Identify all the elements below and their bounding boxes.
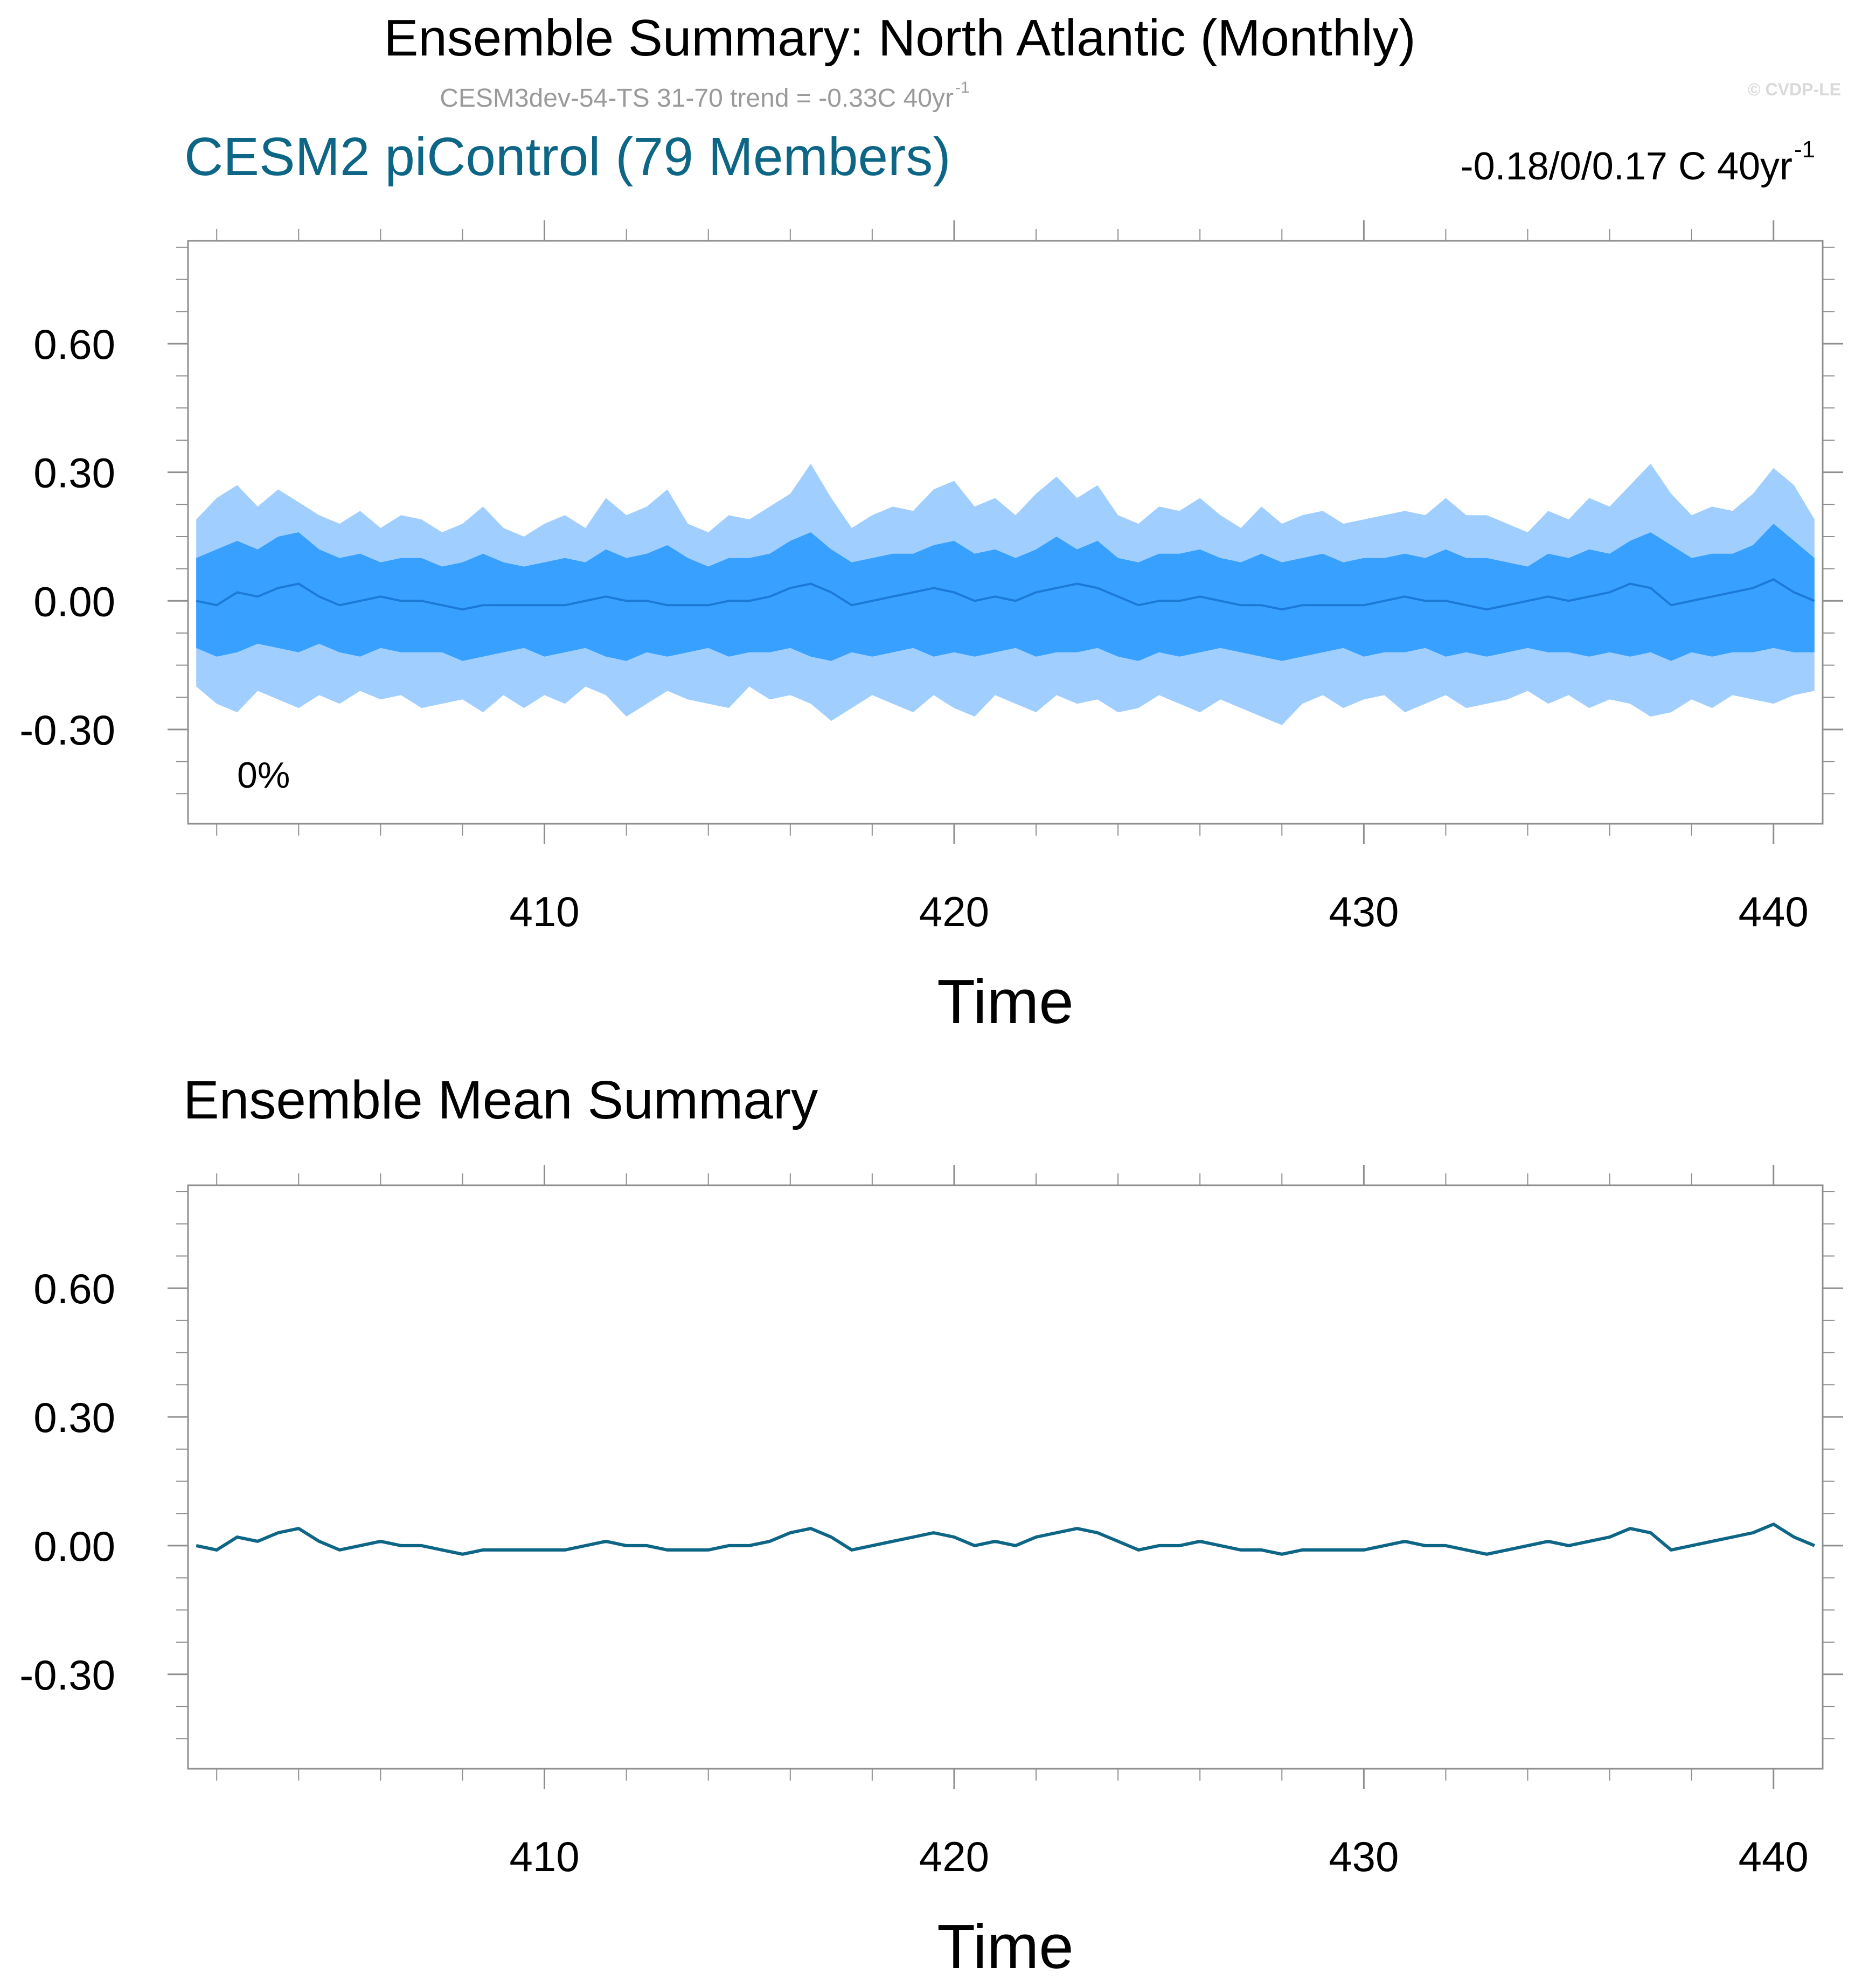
top-panel-trend-superscript: -1 <box>1794 136 1815 163</box>
x-axis-label: Time <box>937 1911 1073 1982</box>
x-axis-label: Time <box>937 967 1073 1037</box>
figure-subtitle-superscript: -1 <box>955 79 970 96</box>
y-tick-label: 0.60 <box>33 321 115 368</box>
figure-subtitle: CESM3dev-54-TS 31-70 trend = -0.33C 40yr <box>440 84 954 113</box>
ensemble-mean-line <box>196 578 1815 611</box>
y-tick-label: 0.00 <box>33 578 115 625</box>
top-plot: 410 420 430 440 -0.30 0.00 0.30 0.60 Time 0% <box>19 220 1843 1037</box>
x-tick-label: 430 <box>1329 888 1399 935</box>
x-tick-label: 420 <box>919 888 989 935</box>
y-tick-label: 0.30 <box>33 1394 115 1441</box>
percent-label: 0% <box>237 755 290 796</box>
figure-title: Ensemble Summary: North Atlantic (Monthl… <box>384 9 1415 67</box>
y-tick-label: 0.30 <box>33 449 115 497</box>
x-tick-label: 440 <box>1739 888 1809 935</box>
y-tick-label: 0.60 <box>33 1265 115 1312</box>
x-tick-label: 410 <box>509 1833 579 1880</box>
x-tick-label: 410 <box>509 888 579 935</box>
x-tick-label: 430 <box>1329 1833 1399 1880</box>
bottom-plot-frame <box>187 1184 1824 1770</box>
cvdp-watermark: © CVDP-LE <box>1748 80 1841 99</box>
top-panel-title: CESM2 piControl (79 Members) <box>184 127 951 187</box>
y-tick-label: -0.30 <box>19 1651 115 1699</box>
x-tick-label: 440 <box>1739 1833 1809 1880</box>
y-tick-label: 0.00 <box>33 1523 115 1570</box>
bottom-panel-title: Ensemble Mean Summary <box>183 1070 818 1130</box>
ensemble-mean-line <box>196 1523 1815 1556</box>
top-panel-trend-range: -0.18/0/0.17 C 40yr <box>1461 145 1792 188</box>
y-tick-label: -0.30 <box>19 706 115 754</box>
top-plot-frame <box>187 240 1824 825</box>
bottom-plot: 410 420 430 440 -0.30 0.00 0.30 0.60 Time <box>19 1165 1843 1982</box>
x-tick-label: 420 <box>919 1833 989 1880</box>
inner-spread-band <box>196 524 1815 661</box>
